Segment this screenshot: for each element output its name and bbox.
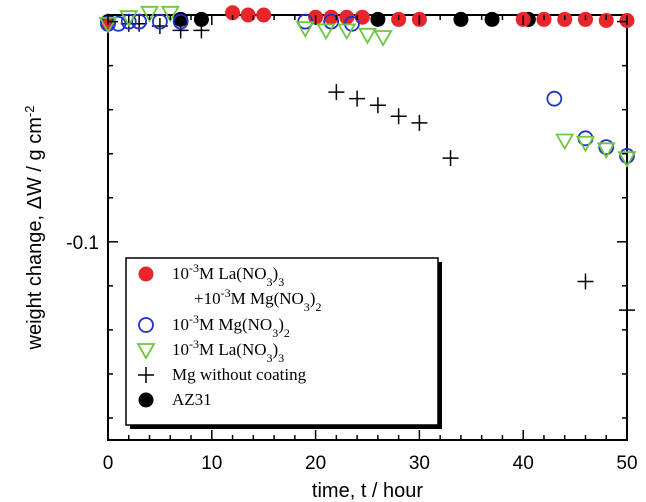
legend-label-part: M Mg(NO: [231, 289, 304, 308]
x-tick-label: 10: [201, 453, 222, 474]
series-3-point: [349, 90, 366, 107]
series-2-point: [617, 151, 637, 168]
legend-label-part: 2: [284, 326, 290, 340]
series-4-point: [193, 11, 209, 27]
legend-label-part: ): [273, 340, 279, 359]
legend: 10-3M La(NO3)3+10-3M Mg(NO3)210-3M Mg(NO…: [125, 257, 442, 429]
plot-area: [98, 5, 637, 441]
series-3-point: [442, 150, 459, 167]
series-1-point: [546, 90, 563, 107]
series-2-points: [98, 5, 637, 168]
x-tick-label: 0: [103, 453, 114, 474]
legend-marker-3: [138, 367, 154, 383]
y-tick-label: -0.1: [66, 233, 99, 254]
series-2-point: [119, 10, 139, 28]
series-1-points: [100, 13, 635, 164]
legend-label-part: 2: [315, 300, 321, 314]
series-3-point: [390, 108, 407, 125]
series-2-point: [160, 5, 180, 23]
series-1-point: [110, 15, 127, 32]
series-0-point: [339, 9, 355, 25]
series-2-point: [316, 23, 336, 41]
series-4-point: [484, 11, 500, 27]
legend-box: [125, 257, 439, 426]
series-2-point: [575, 135, 596, 153]
series-2-point: [555, 133, 575, 151]
series-2-point: [295, 21, 315, 39]
legend-label-3: Mg without coating: [172, 365, 307, 384]
series-1-point: [598, 139, 615, 156]
legend-label-part: 3: [278, 275, 284, 289]
series-3-point: [619, 302, 635, 319]
legend-marker-1: [138, 317, 154, 333]
x-tick-label: 20: [305, 453, 326, 474]
legend-label-part: 3: [278, 351, 284, 365]
series-0-point: [240, 7, 256, 23]
y-axis-title: weight change, ΔW / g cm-2: [22, 106, 47, 351]
legend-label-part: 3: [267, 275, 273, 289]
series-2-point: [596, 142, 616, 160]
legend-label-part: 3: [272, 326, 278, 340]
series-2-point: [373, 30, 393, 47]
legend-label-part: -3: [189, 261, 199, 275]
legend-label-part: +10: [194, 289, 221, 308]
series-0-point: [256, 7, 272, 23]
legend-label-part: M Mg(NO: [199, 315, 272, 334]
legend-label-part: 3: [267, 351, 273, 365]
axis-ticks: [107, 15, 628, 440]
series-0-point: [598, 13, 614, 29]
x-axis-title: time, t / hour: [312, 480, 423, 502]
series-1-point: [151, 13, 168, 30]
series-0-point: [225, 5, 241, 21]
x-tick-label: 50: [616, 453, 637, 474]
legend-marker-2: [136, 343, 156, 360]
series-1-point: [172, 13, 189, 30]
legend-label-part: -3: [189, 337, 199, 351]
legend-label-part: M La(NO: [199, 264, 267, 283]
legend-label-part: 10: [172, 264, 189, 283]
series-2-point: [337, 23, 357, 41]
legend-label-0: 10-3M La(NO3)3: [172, 261, 284, 289]
y-axis-title-superscript: -2: [22, 106, 37, 118]
legend-label-4: AZ31: [172, 390, 212, 409]
series-1-point: [120, 13, 137, 30]
tick-labels: 0 10 20 30 40 50 -0.1: [66, 233, 637, 474]
series-1-point: [131, 13, 148, 30]
series-3-point: [328, 84, 345, 101]
legend-label-part: ): [273, 264, 279, 283]
y-axis-title-text: weight change, ΔW / g cm: [24, 117, 46, 350]
legend-label-0: +10-3M Mg(NO3)2: [194, 286, 321, 314]
x-tick-label: 30: [409, 453, 430, 474]
legend-label-part: M La(NO: [199, 340, 267, 359]
legend-label-part: ): [278, 315, 284, 334]
series-0-point: [323, 9, 339, 25]
series-2-point: [357, 27, 378, 45]
legend-label-part: -3: [189, 312, 199, 326]
legend-label-part: 10: [172, 340, 189, 359]
series-3-point: [411, 114, 428, 131]
legend-label-2: 10-3M La(NO3)3: [172, 337, 284, 365]
series-1-point: [619, 148, 635, 164]
legend-label-part: -3: [221, 286, 231, 300]
legend-label-part: ): [310, 289, 316, 308]
legend-label-1: 10-3M Mg(NO3)2: [172, 312, 290, 340]
x-tick-label: 40: [513, 453, 534, 474]
series-3-point: [577, 273, 594, 290]
legend-label-part: AZ31: [172, 390, 212, 409]
legend-label-part: 3: [304, 300, 310, 314]
legend-marker-4: [138, 392, 154, 408]
series-3-point: [369, 97, 386, 114]
series-2-point: [139, 5, 160, 23]
legend-label-part: 10: [172, 315, 189, 334]
legend-label-part: Mg without coating: [172, 365, 307, 384]
legend-marker-0: [138, 266, 154, 282]
